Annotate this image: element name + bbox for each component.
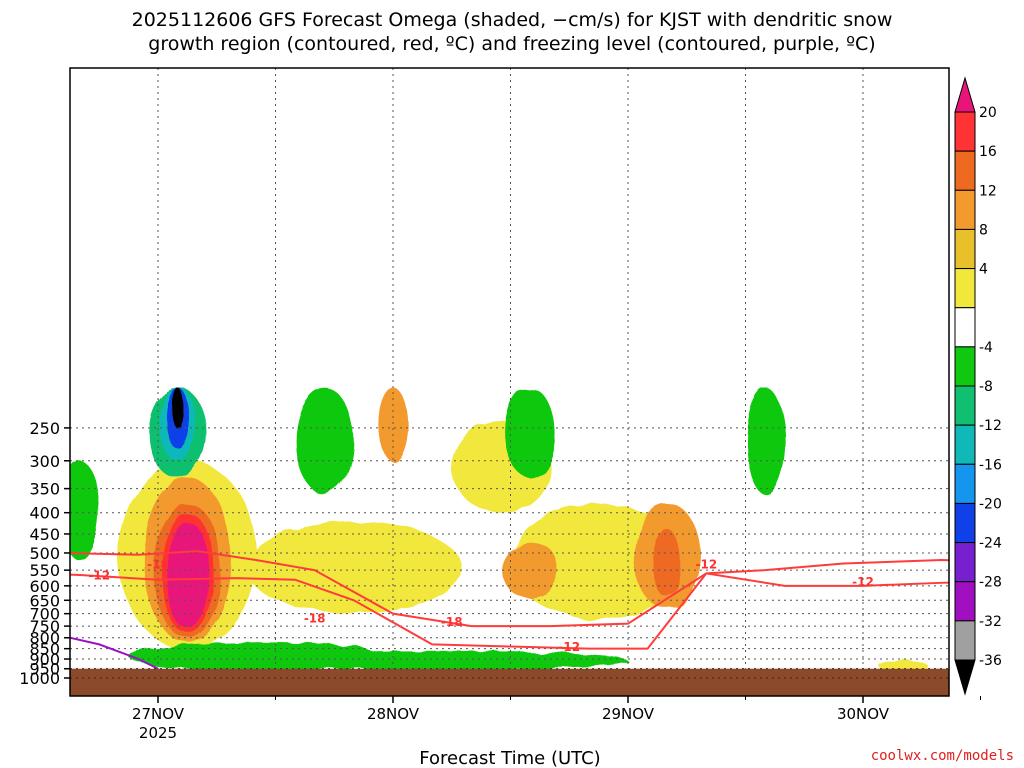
contour-label: -12 [695,557,717,571]
omega-region [171,387,184,428]
y-tick-label: 750 [29,617,60,636]
omega-region [236,650,629,671]
y-tick-label: 550 [29,561,60,580]
plot-frame [69,67,950,697]
omega-region [877,658,927,671]
colorbar-label: 16 [979,144,997,160]
contour-label: -18 [441,615,463,629]
colorbar-segment [954,150,976,191]
chart-title-line2: growth region (contoured, red, ºC) and f… [148,33,875,55]
colorbar-label: -36 [979,653,1002,669]
colorbar-label: -16 [979,457,1002,473]
x-tick-label: 29NOV [602,705,655,723]
chart-title-line1: 2025112606 GFS Forecast Omega (shaded, −… [132,9,893,31]
ground-fill [70,668,949,696]
colorbar-label: 20 [979,105,997,121]
colorbar-label: -4 [979,340,993,356]
colorbar-segment [954,502,976,544]
x-tick-label: 27NOV [132,705,185,723]
colorbar-label: -8 [979,379,993,395]
colorbar-cap-top [954,76,976,113]
colorbar-label: 8 [979,222,988,238]
y-tick-label: 450 [29,525,60,544]
omega-region [505,387,555,478]
y-tick-label: 400 [29,504,60,523]
colorbar-label: -20 [979,496,1002,512]
grid-lines [70,68,949,696]
colorbar-label: -32 [979,614,1002,630]
contour-label: -18 [147,557,169,571]
y-tick-label: 900 [29,650,60,669]
contour-label: -18 [304,611,326,625]
contour-line--18 [70,550,949,628]
colorbar: 20 16 12 8 4 -4 -8 -12 -16 -20 -24 -28 -32 -36 [954,76,1002,696]
colorbar-segment [954,581,976,622]
y-tick-label: 850 [29,640,60,659]
omega-region [500,541,560,598]
colorbar-label: -24 [979,536,1002,552]
plot-area: -18-12-12-18-18-12-12-18-18-12-18-12 [70,68,949,696]
omega-region [295,387,354,494]
contour-label: -12 [558,640,580,654]
y-tick-label: 1000 [19,669,60,688]
colorbar-segment [954,542,976,583]
y-tick-label: 700 [29,605,60,624]
x-axis-label: Forecast Time (UTC) [419,748,600,768]
contour-label: -12 [88,569,110,583]
omega-region [745,387,785,494]
colorbar-segment [954,189,976,230]
y-tick-label: 300 [29,452,60,471]
colorbar-cap-bottom [954,659,976,696]
y-tick-label: 250 [29,419,60,438]
y-tick-label: 800 [29,629,60,648]
x-tick-label: 30NOV [837,705,890,723]
colorbar-segment [954,463,976,504]
y-tick-label: 350 [29,480,60,499]
y-axis: 250 300 350 400 4505005506006507007508008509… [19,419,70,688]
colorbar-segment [954,268,976,309]
omega-region [378,387,408,461]
colorbar-segment [954,620,976,661]
omega-shading [70,387,927,671]
y-tick-label: 950 [29,660,60,679]
omega-region [70,460,100,561]
contour-label: -12 [852,575,874,589]
colorbar-label: -12 [979,418,1002,434]
freezing-level-line [70,636,159,670]
omega-region [246,521,462,614]
credit-text: coolwx.com/models [871,748,1014,764]
omega-region [165,521,210,629]
colorbar-label: -28 [979,575,1002,591]
colorbar-segment [954,424,976,465]
colorbar-label: 4 [979,262,988,278]
colorbar-segment [954,346,976,387]
colorbar-label: 12 [979,183,997,199]
ground-layer [70,668,949,696]
temperature-contours: -18-12-12-18-18-12-12-18-18-12-18-12 [70,550,949,670]
contour-line--12 [70,572,949,650]
y-tick-label: 650 [29,591,60,610]
colorbar-segment [954,111,976,152]
x-tick-label: 28NOV [367,705,420,723]
colorbar-segment [954,228,976,270]
y-tick-label: 500 [29,544,60,563]
colorbar-segment [954,385,976,426]
colorbar-segment [954,307,976,348]
y-tick-label: 600 [29,577,60,596]
omega-region [652,529,682,598]
x-axis: 27NOV202528NOV29NOV30NOV1DEC2DEC3DEC [132,696,981,742]
x-tick-sublabel: 2025 [139,724,177,742]
